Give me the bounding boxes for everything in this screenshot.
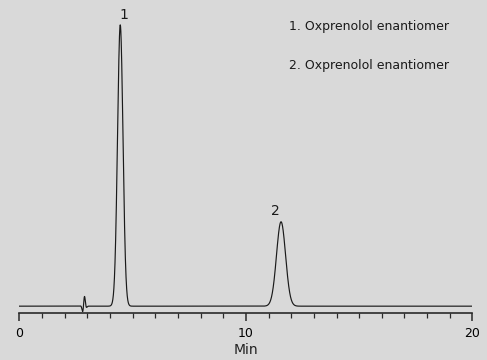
Text: 1. Oxprenolol enantiomer: 1. Oxprenolol enantiomer xyxy=(289,20,449,33)
Text: 1: 1 xyxy=(119,8,128,22)
X-axis label: Min: Min xyxy=(234,343,258,357)
Text: 2. Oxprenolol enantiomer: 2. Oxprenolol enantiomer xyxy=(289,59,449,72)
Text: 2: 2 xyxy=(271,203,280,217)
